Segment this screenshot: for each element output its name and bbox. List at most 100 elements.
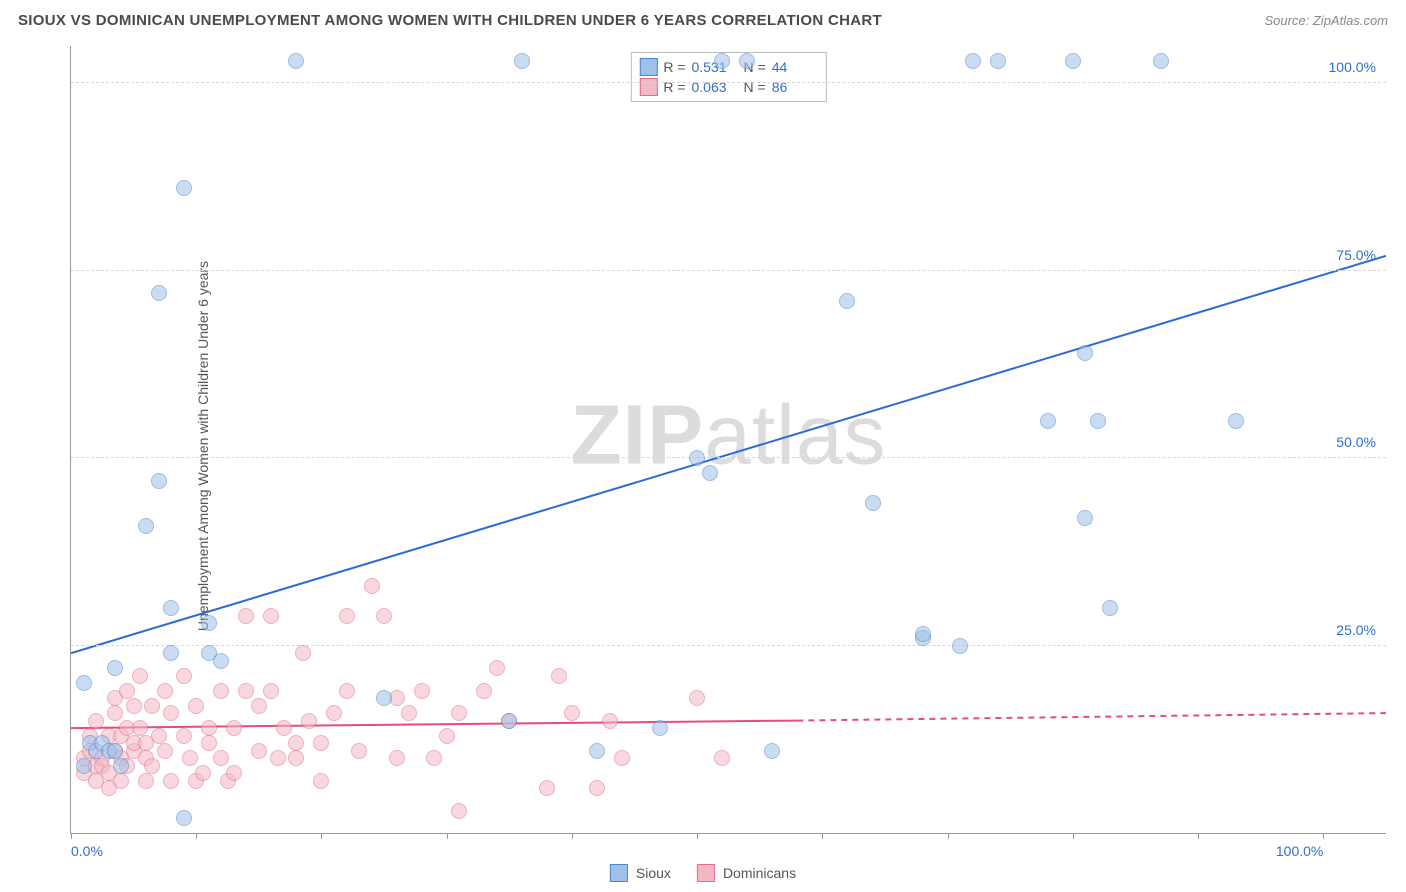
point-dominicans xyxy=(614,750,630,766)
xtick xyxy=(71,833,72,839)
point-sioux xyxy=(1065,53,1081,69)
point-dominicans xyxy=(263,608,279,624)
point-dominicans xyxy=(213,683,229,699)
point-dominicans xyxy=(313,773,329,789)
point-dominicans xyxy=(251,698,267,714)
point-dominicans xyxy=(589,780,605,796)
point-dominicans xyxy=(119,683,135,699)
chart-title: SIOUX VS DOMINICAN UNEMPLOYMENT AMONG WO… xyxy=(18,12,882,29)
point-dominicans xyxy=(439,728,455,744)
point-sioux xyxy=(514,53,530,69)
xtick-label: 0.0% xyxy=(71,843,103,859)
point-dominicans xyxy=(295,645,311,661)
point-sioux xyxy=(1153,53,1169,69)
point-sioux xyxy=(138,518,154,534)
point-dominicans xyxy=(313,735,329,751)
point-sioux xyxy=(952,638,968,654)
scatter-chart: ZIPatlas R = 0.531 N = 44 R = 0.063 N = … xyxy=(56,46,1386,834)
r-value-dominicans: 0.063 xyxy=(692,79,738,95)
legend-item-sioux: Sioux xyxy=(610,864,671,882)
point-dominicans xyxy=(539,780,555,796)
r-label: R = xyxy=(663,79,685,95)
n-label: N = xyxy=(744,79,766,95)
point-dominicans xyxy=(288,735,304,751)
xtick xyxy=(1073,833,1074,839)
point-sioux xyxy=(1102,600,1118,616)
point-dominicans xyxy=(176,728,192,744)
point-sioux xyxy=(163,600,179,616)
point-dominicans xyxy=(176,668,192,684)
point-sioux xyxy=(652,720,668,736)
xtick xyxy=(948,833,949,839)
n-value-sioux: 44 xyxy=(772,59,818,75)
point-dominicans xyxy=(301,713,317,729)
point-dominicans xyxy=(132,720,148,736)
point-dominicans xyxy=(326,705,342,721)
point-dominicans xyxy=(602,713,618,729)
point-sioux xyxy=(176,180,192,196)
point-dominicans xyxy=(144,758,160,774)
point-sioux xyxy=(288,53,304,69)
point-dominicans xyxy=(182,750,198,766)
point-sioux xyxy=(1040,413,1056,429)
point-dominicans xyxy=(426,750,442,766)
point-dominicans xyxy=(238,683,254,699)
point-sioux xyxy=(201,615,217,631)
point-sioux xyxy=(589,743,605,759)
series-legend: Sioux Dominicans xyxy=(610,864,796,882)
ytick-label: 25.0% xyxy=(1336,622,1376,638)
point-dominicans xyxy=(157,683,173,699)
gridline xyxy=(71,645,1386,646)
point-sioux xyxy=(1077,510,1093,526)
point-sioux xyxy=(1077,345,1093,361)
point-dominicans xyxy=(414,683,430,699)
xtick xyxy=(572,833,573,839)
point-dominicans xyxy=(144,698,160,714)
point-sioux xyxy=(1228,413,1244,429)
point-dominicans xyxy=(364,578,380,594)
point-dominicans xyxy=(551,668,567,684)
point-dominicans xyxy=(451,705,467,721)
point-dominicans xyxy=(339,683,355,699)
point-sioux xyxy=(76,675,92,691)
point-dominicans xyxy=(339,608,355,624)
xtick xyxy=(822,833,823,839)
point-dominicans xyxy=(126,698,142,714)
point-dominicans xyxy=(157,743,173,759)
xtick xyxy=(196,833,197,839)
point-dominicans xyxy=(351,743,367,759)
point-sioux xyxy=(163,645,179,661)
point-dominicans xyxy=(263,683,279,699)
point-dominicans xyxy=(107,705,123,721)
xtick xyxy=(1198,833,1199,839)
point-dominicans xyxy=(201,720,217,736)
point-dominicans xyxy=(564,705,580,721)
point-sioux xyxy=(689,450,705,466)
gridline xyxy=(71,82,1386,83)
point-sioux xyxy=(714,53,730,69)
plot-area: ZIPatlas R = 0.531 N = 44 R = 0.063 N = … xyxy=(70,46,1386,834)
point-dominicans xyxy=(151,728,167,744)
r-label: R = xyxy=(663,59,685,75)
point-sioux xyxy=(1090,413,1106,429)
point-dominicans xyxy=(689,690,705,706)
point-sioux xyxy=(764,743,780,759)
legend-item-dominicans: Dominicans xyxy=(697,864,796,882)
point-sioux xyxy=(965,53,981,69)
point-dominicans xyxy=(213,750,229,766)
legend-label-dominicans: Dominicans xyxy=(723,865,796,881)
legend-swatch-dominicans xyxy=(697,864,715,882)
point-dominicans xyxy=(238,608,254,624)
trend-lines xyxy=(71,46,1386,833)
point-sioux xyxy=(839,293,855,309)
point-dominicans xyxy=(451,803,467,819)
xtick xyxy=(1323,833,1324,839)
point-dominicans xyxy=(276,720,292,736)
point-dominicans xyxy=(476,683,492,699)
point-dominicans xyxy=(389,750,405,766)
point-sioux xyxy=(376,690,392,706)
n-value-dominicans: 86 xyxy=(772,79,818,95)
point-dominicans xyxy=(195,765,211,781)
point-dominicans xyxy=(163,773,179,789)
point-sioux xyxy=(107,743,123,759)
